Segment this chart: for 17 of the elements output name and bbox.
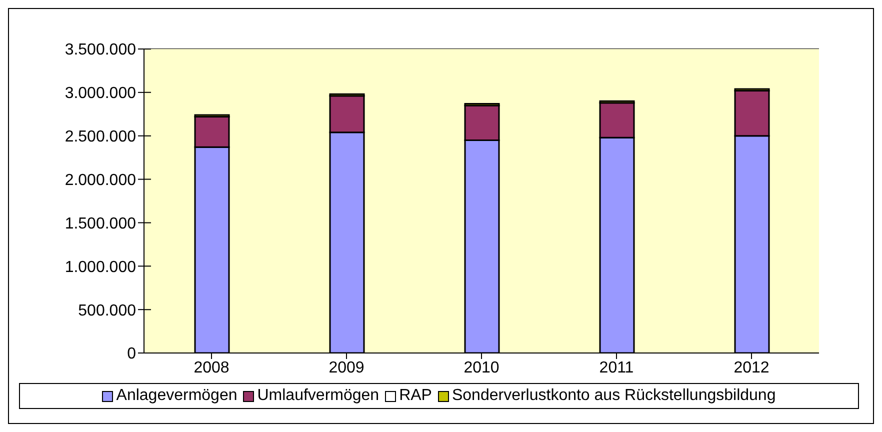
y-tick-label: 3.500.000 xyxy=(64,42,136,59)
legend-label: Umlaufvermögen xyxy=(257,387,380,405)
y-tick-label: 1.000.000 xyxy=(64,258,136,276)
legend-label: Sonderverlustkonto aus Rückstellungsbildung xyxy=(452,387,776,405)
y-tick-label: 500.000 xyxy=(78,302,136,320)
y-tick-label: 2.500.000 xyxy=(64,128,136,146)
x-tick-label: 2010 xyxy=(464,359,500,376)
x-tick-label: 2008 xyxy=(194,359,230,376)
x-tick-label: 2012 xyxy=(734,359,770,376)
y-tick-label: 0 xyxy=(127,346,136,363)
legend-label: RAP xyxy=(399,387,432,405)
x-tick-label: 2009 xyxy=(328,359,364,376)
x-tick-label: 2011 xyxy=(599,359,634,376)
legend-label: Anlagevermögen xyxy=(116,387,238,405)
y-tick-label: 1.500.000 xyxy=(64,215,136,232)
y-tick-label: 3.000.000 xyxy=(64,85,136,102)
y-tick-label: 2.000.000 xyxy=(64,172,136,189)
